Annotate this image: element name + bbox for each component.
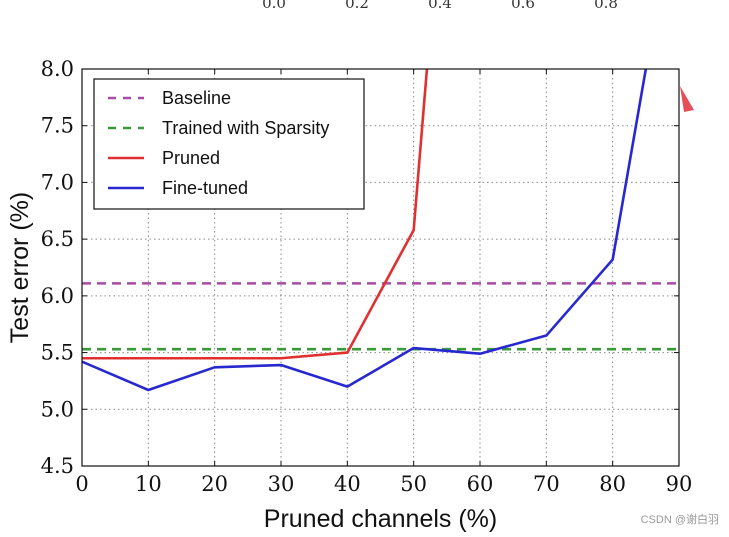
x-tick-label: 60 [467,472,494,496]
y-tick-label: 8.0 [41,57,74,81]
legend-entry: Pruned [162,148,220,168]
x-tick-label: 80 [599,472,626,496]
x-tick-label: 50 [400,472,427,496]
y-axis-label: Test error (%) [6,192,34,343]
legend-entry: Trained with Sparsity [162,118,329,138]
top-tick-label: 0.0 [262,0,286,12]
series-lines [82,69,679,392]
plot-frame [81,68,680,467]
x-tick-label: 0 [75,472,88,496]
top-partial-axis-ticks: 0.0 0.2 0.4 0.6 0.8 [262,0,618,12]
x-tick-label: 40 [334,472,361,496]
legend-entry: Baseline [162,88,231,108]
legend-entry: Fine-tuned [162,178,248,198]
y-axis-ticks: 4.5 5.0 5.5 6.0 6.5 7.0 7.5 8.0 [41,57,679,478]
series-line-fine-tuned [82,69,648,392]
x-tick-label: 10 [135,472,162,496]
top-tick-label: 0.4 [428,0,452,12]
top-tick-label: 0.8 [594,0,618,12]
legend: Baseline Trained with Sparsity Pruned Fine-… [93,78,365,210]
y-tick-label: 4.5 [41,454,74,478]
y-tick-label: 5.5 [41,341,74,365]
watermark: CSDN @谢白羽 [640,514,719,526]
y-tick-label: 6.5 [41,227,74,251]
top-tick-label: 0.2 [345,0,369,12]
x-tick-label: 90 [666,472,693,496]
y-tick-label: 7.0 [41,170,74,194]
cursor-arrow-icon [680,86,694,112]
y-tick-label: 5.0 [41,397,74,421]
x-axis-label: Pruned channels (%) [264,505,497,533]
top-tick-label: 0.6 [511,0,535,12]
y-tick-label: 7.5 [41,114,74,138]
y-tick-label: 6.0 [41,284,74,308]
x-axis-ticks: 0 10 20 30 40 50 60 70 80 90 [75,69,692,496]
series-line-pruned [82,69,429,360]
x-tick-label: 30 [268,472,295,496]
x-tick-label: 20 [201,472,228,496]
x-tick-label: 70 [533,472,560,496]
